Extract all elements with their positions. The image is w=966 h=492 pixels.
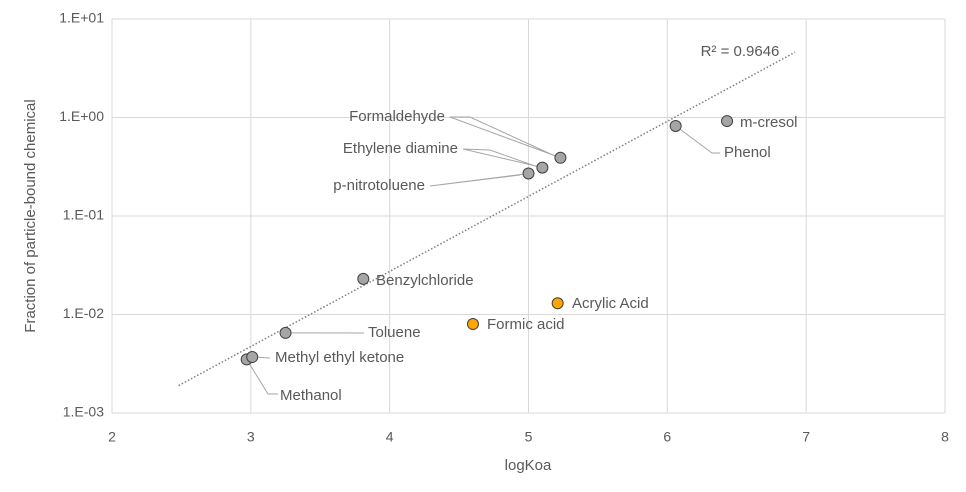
point-label: Methanol xyxy=(280,387,342,404)
y-tick-label: 1.E-01 xyxy=(63,207,104,223)
x-tick-label: 6 xyxy=(663,429,671,445)
point-label: Phenol xyxy=(724,144,771,161)
x-tick-label: 8 xyxy=(941,429,949,445)
point xyxy=(536,161,549,174)
y-tick-label: 1.E+01 xyxy=(59,10,104,26)
point-label: p-nitrotoluene xyxy=(333,177,425,194)
leader-line xyxy=(675,125,720,154)
leader-line xyxy=(462,148,543,169)
y-axis-title: Fraction of particle-bound chemical xyxy=(22,99,39,332)
x-tick-label: 4 xyxy=(386,429,394,445)
trendline xyxy=(178,51,796,387)
x-tick-label: 2 xyxy=(108,429,116,445)
point-label: Ethylene diamine xyxy=(343,140,458,157)
point xyxy=(357,272,370,285)
point xyxy=(551,297,564,310)
x-axis-title: logKoa xyxy=(505,457,552,474)
point-label: m-cresol xyxy=(740,114,798,131)
point xyxy=(246,351,259,364)
x-tick-label: 5 xyxy=(525,429,533,445)
point xyxy=(279,326,292,339)
x-tick-label: 3 xyxy=(247,429,255,445)
point-label: Acrylic Acid xyxy=(572,295,649,312)
x-tick-label: 7 xyxy=(802,429,810,445)
point xyxy=(721,115,734,128)
point-label: Methyl ethyl ketone xyxy=(275,349,404,366)
point-label: Formic acid xyxy=(487,316,565,333)
point xyxy=(466,318,479,331)
y-tick-label: 1.E+00 xyxy=(59,108,104,124)
point xyxy=(522,167,535,180)
leader-line xyxy=(246,359,278,395)
leader-line xyxy=(429,173,529,187)
point-label: Formaldehyde xyxy=(349,108,445,125)
point xyxy=(669,119,682,132)
y-tick-label: 1.E-03 xyxy=(63,404,104,420)
point-label: Toluene xyxy=(368,324,421,341)
point xyxy=(554,151,567,164)
point-label: Benzylchloride xyxy=(376,272,474,289)
y-tick-label: 1.E-02 xyxy=(63,305,104,321)
leader-line xyxy=(449,116,561,159)
r-squared-label: R² = 0.9646 xyxy=(701,43,780,60)
